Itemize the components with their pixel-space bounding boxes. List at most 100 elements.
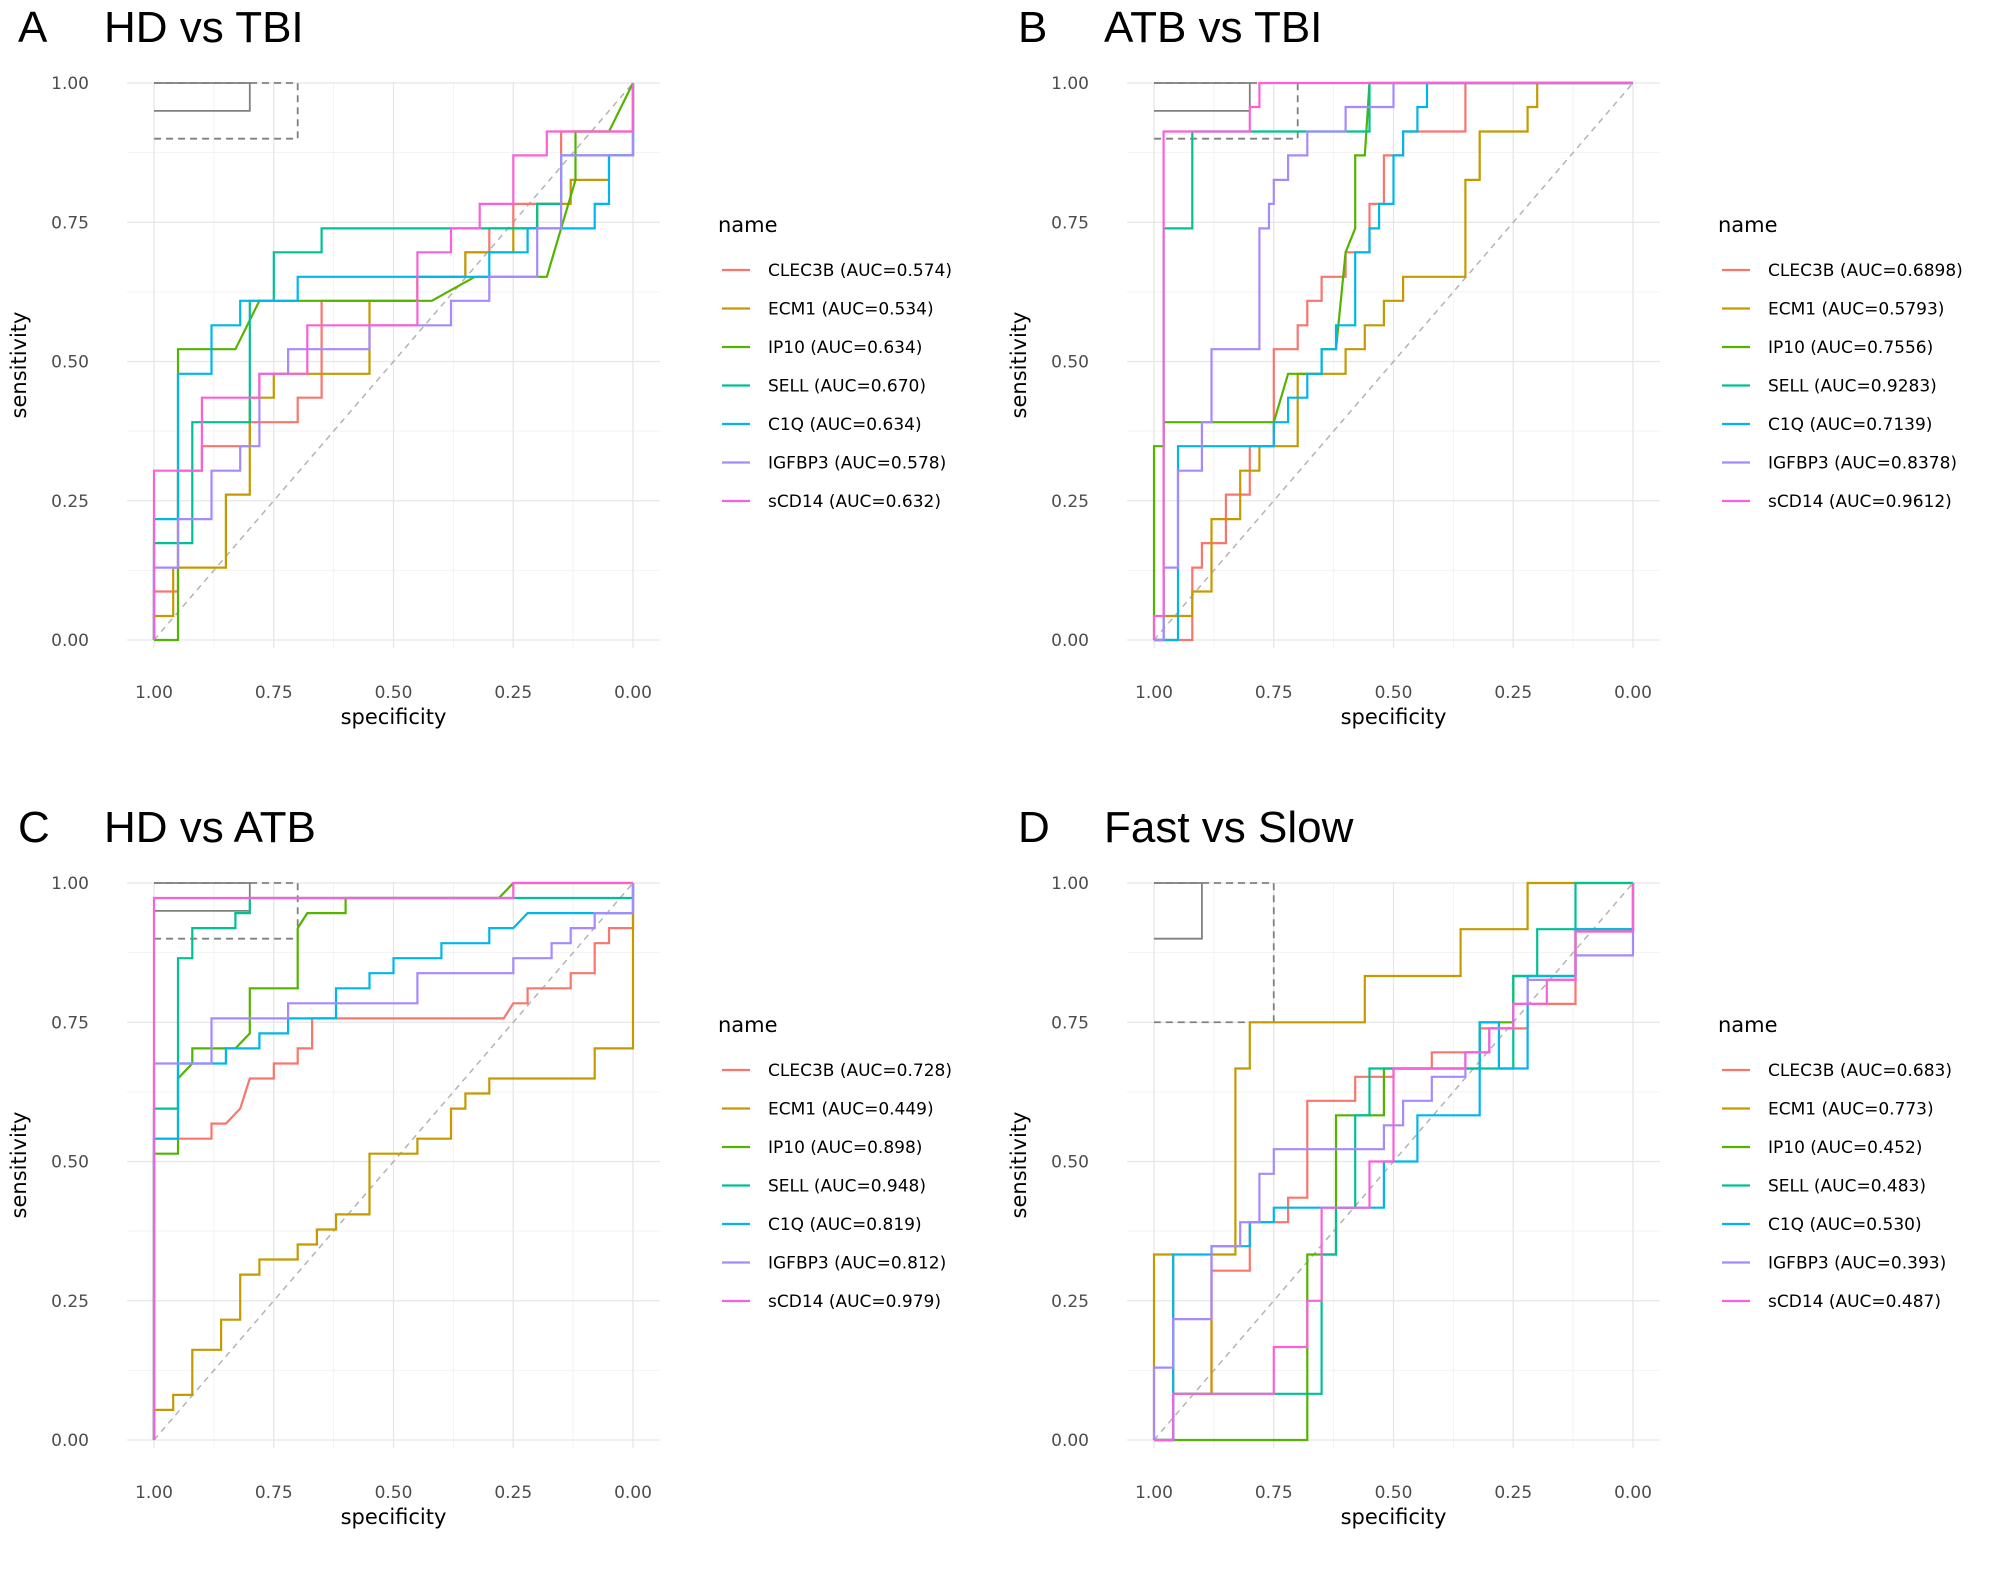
- x-tick-label: 0.50: [375, 1483, 413, 1503]
- y-tick-label: 0.75: [51, 213, 89, 233]
- grid: [127, 82, 660, 648]
- y-axis-label: sensitivity: [1007, 312, 1031, 419]
- y-tick-label: 0.25: [1051, 1292, 1089, 1312]
- x-tick-label: 0.25: [494, 683, 532, 703]
- legend-label: IP10 (AUC=0.898): [768, 1138, 922, 1158]
- y-tick-label: 0.75: [1051, 213, 1089, 233]
- y-tick-label: 0.00: [51, 631, 89, 651]
- legend-label: ECM1 (AUC=0.534): [768, 300, 934, 320]
- roc-line-scd14: [152, 83, 635, 640]
- x-tick-label: 0.75: [1255, 1483, 1293, 1503]
- panel-letter: C: [18, 803, 50, 852]
- x-tick-label: 0.25: [494, 1483, 532, 1503]
- legend: name CLEC3B (AUC=0.574) ECM1 (AUC=0.534) IP…: [718, 213, 952, 512]
- x-tick-label: 0.75: [255, 1483, 293, 1503]
- chart-title: HD vs TBI: [104, 3, 304, 52]
- roc-line-c1q: [152, 83, 635, 640]
- legend: name CLEC3B (AUC=0.683) ECM1 (AUC=0.773) IP…: [1718, 1013, 1952, 1312]
- x-tick-label: 0.50: [375, 683, 413, 703]
- roc-chart-c: C HD vs ATB 0.00 0.25 0.50 0.75 1.00 1.00 0.75 0.…: [7, 803, 952, 1529]
- y-tick-label: 1.00: [1051, 874, 1089, 894]
- y-axis-label: sensitivity: [7, 1112, 31, 1219]
- diagonal-reference-line: [153, 82, 634, 641]
- legend-label: IGFBP3 (AUC=0.8378): [1768, 454, 1957, 474]
- y-tick-label: 0.25: [51, 1292, 89, 1312]
- legend-label: ECM1 (AUC=0.5793): [1768, 300, 1944, 320]
- roc-line-c1q: [152, 883, 635, 1440]
- roc-line-igfbp3: [1154, 81, 1633, 642]
- y-tick-label: 0.25: [51, 492, 89, 512]
- panel-letter: B: [1018, 3, 1047, 52]
- legend-label: CLEC3B (AUC=0.728): [768, 1061, 952, 1081]
- roc-line-scd14: [1152, 81, 1633, 640]
- x-tick-label: 1.00: [135, 1483, 173, 1503]
- panel-b: B ATB vs TBI 0.00 0.25 0.50 0.75 1.00 1.00 0.75 0…: [1000, 0, 2000, 770]
- legend-title: name: [1718, 213, 1778, 237]
- panel-a: A HD vs TBI 0.00 0.25 0.50 0.75 1.00 1.00 0.75 0.…: [0, 0, 1000, 770]
- legend-label: SELL (AUC=0.483): [1768, 1177, 1926, 1197]
- legend-label: sCD14 (AUC=0.632): [768, 492, 941, 512]
- legend-label: ECM1 (AUC=0.449): [768, 1100, 934, 1120]
- x-axis-label: specificity: [1341, 1505, 1447, 1529]
- y-tick-label: 1.00: [51, 874, 89, 894]
- roc-line-igfbp3: [152, 83, 635, 640]
- legend-label: CLEC3B (AUC=0.574): [768, 261, 952, 281]
- panel-c: C HD vs ATB 0.00 0.25 0.50 0.75 1.00 1.00 0.75 0.…: [0, 800, 1000, 1570]
- y-tick-label: 0.00: [1051, 631, 1089, 651]
- roc-line-igfbp3: [152, 883, 635, 1440]
- legend-label: IP10 (AUC=0.452): [1768, 1138, 1922, 1158]
- threshold-box-solid: [1154, 82, 1251, 112]
- y-axis-label: sensitivity: [7, 312, 31, 419]
- legend-label: sCD14 (AUC=0.487): [1768, 1292, 1941, 1312]
- chart-title: HD vs ATB: [104, 803, 316, 852]
- legend-label: C1Q (AUC=0.530): [1768, 1215, 1922, 1235]
- y-tick-label: 0.75: [1051, 1013, 1089, 1033]
- legend-label: SELL (AUC=0.9283): [1768, 377, 1937, 397]
- y-tick-label: 0.25: [1051, 492, 1089, 512]
- threshold-box-dashed: [1154, 82, 1299, 140]
- legend-label: SELL (AUC=0.948): [768, 1177, 926, 1197]
- x-tick-label: 0.25: [1494, 683, 1532, 703]
- legend-label: IP10 (AUC=0.634): [768, 338, 922, 358]
- roc-line-ecm1: [152, 883, 635, 1440]
- legend-label: IGFBP3 (AUC=0.812): [768, 1254, 946, 1274]
- x-tick-label: 0.25: [1494, 1483, 1532, 1503]
- panel-letter: D: [1018, 803, 1050, 852]
- legend-label: C1Q (AUC=0.634): [768, 415, 922, 435]
- legend-label: C1Q (AUC=0.819): [768, 1215, 922, 1235]
- legend-label: CLEC3B (AUC=0.6898): [1768, 261, 1963, 281]
- threshold-box-solid: [1154, 882, 1203, 940]
- legend-label: CLEC3B (AUC=0.683): [1768, 1061, 1952, 1081]
- diagonal-reference-line: [1153, 82, 1634, 641]
- roc-line-c1q: [1154, 81, 1633, 642]
- y-tick-label: 0.00: [51, 1431, 89, 1451]
- x-tick-label: 0.50: [1375, 1483, 1413, 1503]
- y-tick-label: 1.00: [51, 74, 89, 94]
- chart-title: ATB vs TBI: [1104, 3, 1322, 52]
- legend-title: name: [1718, 1013, 1778, 1037]
- x-tick-label: 1.00: [1135, 683, 1173, 703]
- x-axis-label: specificity: [341, 1505, 447, 1529]
- threshold-box-dashed: [154, 882, 299, 940]
- threshold-box-solid: [154, 82, 251, 112]
- y-tick-label: 0.00: [1051, 1431, 1089, 1451]
- threshold-box-dashed: [1154, 882, 1275, 1024]
- roc-chart-d: D Fast vs Slow 0.00 0.25 0.50 0.75 1.00 1.00 0.7…: [1007, 803, 1952, 1529]
- legend-label: IGFBP3 (AUC=0.578): [768, 454, 946, 474]
- panel-d: D Fast vs Slow 0.00 0.25 0.50 0.75 1.00 1.00 0.7…: [1000, 800, 2000, 1570]
- roc-chart-b: B ATB vs TBI 0.00 0.25 0.50 0.75 1.00 1.00 0.75 0…: [1007, 3, 1963, 729]
- panel-letter: A: [18, 3, 48, 52]
- y-tick-label: 0.75: [51, 1013, 89, 1033]
- legend-title: name: [718, 213, 778, 237]
- roc-chart-a: A HD vs TBI 0.00 0.25 0.50 0.75 1.00 1.00 0.75 0.…: [7, 3, 952, 729]
- roc-line-scd14: [152, 881, 633, 1440]
- legend-label: C1Q (AUC=0.7139): [1768, 415, 1932, 435]
- legend-label: sCD14 (AUC=0.9612): [1768, 492, 1952, 512]
- roc-line-igfbp3: [1152, 883, 1635, 1440]
- grid: [1127, 882, 1660, 1448]
- x-tick-label: 0.00: [614, 683, 652, 703]
- roc-line-ecm1: [1154, 81, 1633, 642]
- legend: name CLEC3B (AUC=0.728) ECM1 (AUC=0.449) IP…: [718, 1013, 952, 1312]
- legend: name CLEC3B (AUC=0.6898) ECM1 (AUC=0.5793)…: [1718, 213, 1963, 512]
- y-tick-label: 0.50: [51, 1153, 89, 1173]
